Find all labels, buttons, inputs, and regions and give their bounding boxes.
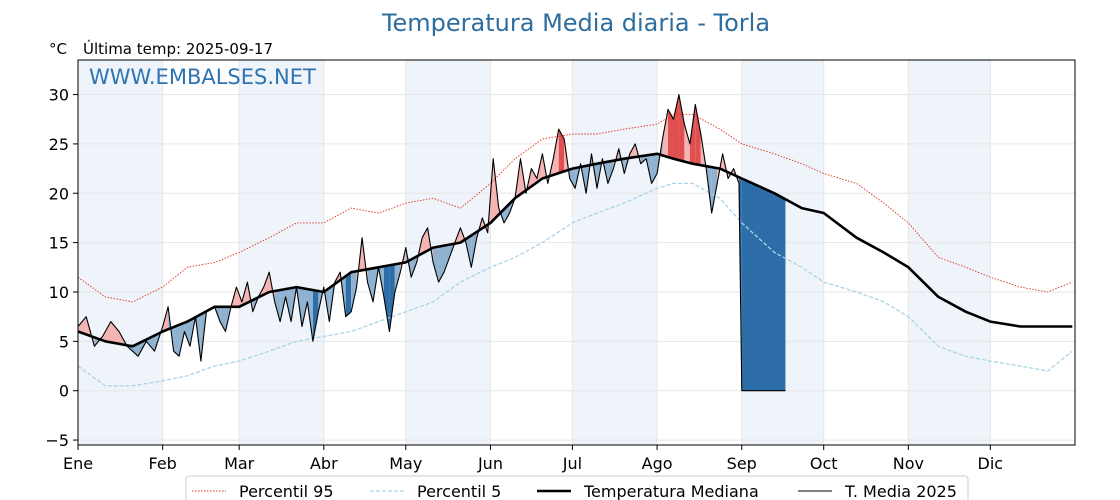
anomaly-fill-segment <box>220 306 226 332</box>
line-percentil-5 <box>77 182 1073 387</box>
last-temp-label: Última temp: 2025-09-17 <box>83 39 273 58</box>
x-tick-label: Ago <box>642 454 673 473</box>
anomaly-fill-segment <box>558 129 565 174</box>
y-tick-label: 15 <box>49 234 69 253</box>
anomaly-fill-segment <box>173 324 180 357</box>
legend-box <box>185 475 969 500</box>
month-band <box>239 60 324 445</box>
series-lines <box>77 94 1073 392</box>
x-tick-label: Sep <box>727 454 757 473</box>
line-percentil-95 <box>77 113 1073 303</box>
anomaly-fill-segment <box>394 263 401 292</box>
y-tick-label: 10 <box>49 283 69 302</box>
x-tick-label: Jun <box>477 454 503 473</box>
legend-label-2025: T. Media 2025 <box>844 482 957 500</box>
y-axis: −5 0 5 10 15 20 25 30 <box>45 86 78 450</box>
anomaly-fill-segment <box>389 264 395 332</box>
legend-label-p5: Percentil 5 <box>417 482 501 500</box>
x-tick-label: Feb <box>149 454 177 473</box>
anomaly-fill-segment <box>711 167 718 214</box>
anomaly-fill-segment <box>110 321 119 344</box>
anomaly-fill-segment <box>383 265 390 332</box>
y-tick-label: 20 <box>49 184 69 203</box>
x-tick-label: Mar <box>224 454 255 473</box>
anomaly-fill-segment <box>553 129 559 175</box>
anomaly-fill-segment <box>263 272 270 295</box>
x-tick-label: Oct <box>810 454 838 473</box>
x-tick-label: Nov <box>893 454 924 473</box>
y-tick-label: 30 <box>49 86 69 105</box>
anomaly-fill-segment <box>547 158 554 184</box>
month-band <box>908 60 991 445</box>
anomaly-fill-segment <box>607 160 614 184</box>
anomaly-fill-segment <box>741 178 786 391</box>
anomaly-fill-segment <box>433 246 439 283</box>
x-tick-label: Jul <box>562 454 582 473</box>
y-tick-label: 0 <box>59 382 69 401</box>
legend-label-p95: Percentil 95 <box>239 482 334 500</box>
legend-label-median: Temperatura Mediana <box>583 482 759 500</box>
anomaly-fill-segment <box>444 244 450 273</box>
anomaly-fill-segment <box>438 245 445 283</box>
unit-label: °C <box>49 40 67 58</box>
plot-frame <box>77 59 1076 446</box>
anomaly-fill-segment <box>301 288 308 327</box>
anomaly-fill-segment <box>312 290 319 342</box>
anomaly-fill-segment <box>274 290 281 322</box>
chart-title: Temperatura Media diaria - Torla <box>381 9 770 37</box>
line-temperatura-mediana <box>77 152 1073 348</box>
anomaly-fill-segment <box>569 168 576 189</box>
month-bands <box>78 60 991 445</box>
anomaly-fill-segment <box>422 227 428 254</box>
watermark: WWW.EMBALSES.NET <box>89 65 316 89</box>
line-t-media-2025 <box>77 94 786 392</box>
anomaly-fill-segment <box>673 94 679 161</box>
x-tick-label: Ene <box>63 454 93 473</box>
y-tick-label: 5 <box>59 332 69 351</box>
anomaly-fill-segment <box>662 109 669 158</box>
anomaly-fill-segment <box>684 124 690 163</box>
month-band <box>78 60 163 445</box>
legend: Percentil 95 Percentil 5 Temperatura Med… <box>185 475 969 500</box>
anomaly-fill-segment <box>345 272 352 317</box>
month-band <box>572 60 658 445</box>
anomaly-fill-segment <box>367 268 374 302</box>
x-tick-label: Abr <box>310 454 338 473</box>
y-tick-label: 25 <box>49 135 69 154</box>
anomaly-fill-segment <box>102 321 111 343</box>
anomaly-fill-segment <box>695 104 701 166</box>
x-tick-label: May <box>389 454 422 473</box>
anomaly-fill-segment <box>78 316 87 335</box>
anomaly-fill-segment <box>689 104 696 165</box>
x-axis: Ene Feb Mar Abr May Jun Jul Ago Sep Oct Nov Dic <box>63 445 1003 473</box>
x-tick-label: Dic <box>978 454 1004 473</box>
y-tick-label: −5 <box>45 431 69 450</box>
anomaly-fill-segment <box>351 271 357 312</box>
anomaly-fill-segment <box>651 153 658 184</box>
anomaly-fill-segment <box>668 109 674 159</box>
anomaly-fill-segment <box>678 94 685 162</box>
anomaly-fill-segment <box>640 155 647 164</box>
anomaly-fill-segment <box>184 320 190 347</box>
